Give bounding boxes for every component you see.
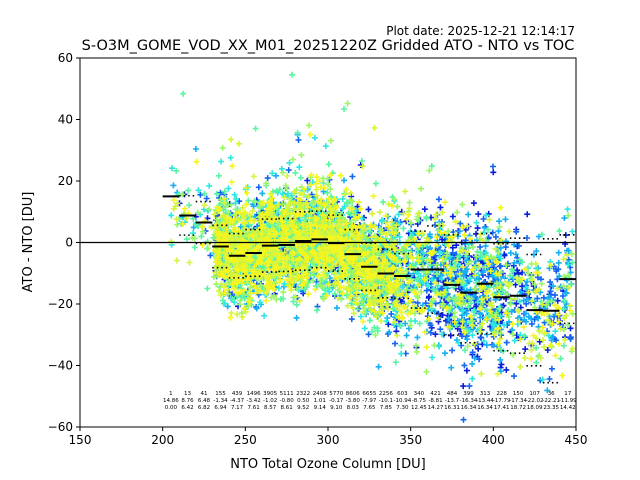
bin-mean-label-11: -3.80 [346,398,361,404]
bin-mean-label-10: -0.17 [329,398,344,404]
bin-mean-label-6: -1.02 [263,398,277,404]
bin-mean-label-22: -22.02 [526,398,544,404]
bin-count-label-3: 155 [215,391,226,397]
y-tick-label-1: −40 [48,359,73,373]
bin-std-label-11: 8.03 [347,405,360,411]
bin-mean-label-23: -22.21 [542,398,560,404]
bin-count-label-8: 2322 [296,391,310,397]
bin-std-label-13: 7.85 [380,405,393,411]
bin-mean-label-8: 0.50 [297,398,310,404]
x-axis-label: NTO Total Ozone Column [DU] [230,457,426,472]
bin-std-label-24: 14.42 [560,405,576,411]
x-tick-label-4: 350 [399,433,422,447]
bin-count-label-24: 17 [564,391,571,397]
bin-std-label-12: 7.65 [363,405,376,411]
bin-std-label-21: 18.72 [510,405,526,411]
bin-std-label-2: 6.82 [198,405,210,411]
bin-count-label-22: 107 [529,391,540,397]
bin-std-label-15: 12.45 [411,405,427,411]
bin-std-label-3: 6.94 [214,405,227,411]
y-tick-label-5: 40 [58,113,73,127]
bin-std-label-0: 0.00 [165,405,178,411]
bin-stat-labels: 1 13 41 155 439 1496 3905 5111 2322 2408 5770 8606 6… [163,391,577,411]
bin-count-label-12: 6655 [362,391,376,397]
bin-mean-label-19: -13.44 [476,398,494,404]
x-tick-label-6: 450 [565,433,588,447]
bin-std-label-20: 17.41 [494,405,510,411]
bin-count-label-7: 5111 [280,391,294,397]
bin-count-label-10: 5770 [329,391,343,397]
y-tick-label-4: 20 [58,174,73,188]
bin-count-label-15: 340 [414,391,425,397]
y-tick-label-3: 0 [65,236,73,250]
chart-title: S-O3M_GOME_VOD_XX_M01_20251220Z Gridded … [82,38,575,54]
bin-std-label-4: 7.17 [231,405,244,411]
bin-std-label-17: 16.31 [444,405,460,411]
bin-std-label-16: 14.27 [428,405,444,411]
bin-statistics [80,194,576,384]
x-tick-label-2: 250 [234,433,257,447]
bin-count-label-2: 41 [201,391,208,397]
x-tick-label-1: 200 [151,433,174,447]
bin-mean-label-24: -11.99 [559,398,577,404]
bin-count-label-4: 439 [232,391,243,397]
bin-std-label-7: 8.61 [281,405,293,411]
bin-std-label-22: 18.09 [527,405,543,411]
bin-mean-label-2: 6.48 [198,398,211,404]
bin-count-label-23: 36 [548,391,555,397]
bin-mean-label-1: 8.76 [181,398,194,404]
y-axis-label: ATO - NTO [DU] [21,192,36,293]
y-tick-label-0: −60 [48,420,73,434]
x-tick-label-0: 150 [69,433,92,447]
bin-std-label-6: 8.57 [264,405,277,411]
bin-mean-label-3: -1.34 [213,398,228,404]
bin-std-label-8: 9.52 [297,405,309,411]
bin-count-label-9: 2408 [313,391,327,397]
bin-count-label-17: 484 [447,391,458,397]
bin-std-label-10: 9.10 [330,405,343,411]
bin-std-label-5: 7.61 [247,405,259,411]
bin-std-label-14: 7.30 [396,405,409,411]
bin-count-label-6: 3905 [263,391,277,397]
bin-std-label-9: 9.14 [314,405,327,411]
bin-mean-label-14: -10.94 [394,398,412,404]
bin-count-label-18: 399 [463,391,474,397]
bin-count-label-11: 8606 [346,391,360,397]
bin-std-label-19: 16.34 [477,405,493,411]
plot-date: Plot date: 2025-12-21 12:14:17 [386,24,575,38]
bin-mean-label-17: -13.7 [445,398,460,404]
bin-count-label-5: 1496 [247,391,261,397]
x-tick-label-3: 300 [317,433,340,447]
bin-mean-label-16: -8.81 [428,398,442,404]
bin-count-label-0: 1 [169,391,173,397]
bin-mean-label-7: -0.80 [280,398,295,404]
bin-mean-label-4: -4.37 [230,398,245,404]
bin-mean-label-18: -16.34 [460,398,478,404]
scatter-points [168,71,576,423]
bin-mean-label-20: -17.79 [493,398,511,404]
bin-count-label-21: 150 [513,391,524,397]
bin-mean-label-12: -7.97 [362,398,377,404]
x-tick-label-5: 400 [482,433,505,447]
y-tick-label-2: −20 [48,297,73,311]
bin-mean-label-21: -17.34 [509,398,527,404]
bin-count-label-14: 603 [397,391,408,397]
bin-std-label-18: 16.34 [461,405,477,411]
bin-mean-label-9: 1.01 [314,398,326,404]
bin-std-label-23: 23.35 [543,405,559,411]
bin-std-label-1: 6.42 [181,405,193,411]
bin-count-label-20: 228 [496,391,507,397]
bin-count-label-19: 313 [480,391,491,397]
bin-mean-label-13: -10.1 [379,398,393,404]
bin-count-label-1: 13 [184,391,191,397]
bin-mean-label-15: -8.75 [412,398,427,404]
bin-mean-label-0: 14.86 [163,398,179,404]
bin-count-label-16: 421 [430,391,441,397]
axis-ticks: 150 200 250 300 350 400 450 −60 −40 −20 0 20 40 60 [48,51,588,447]
bin-mean-label-5: -3.42 [246,398,260,404]
y-tick-label-6: 60 [58,51,73,65]
bin-count-label-13: 2256 [379,391,393,397]
